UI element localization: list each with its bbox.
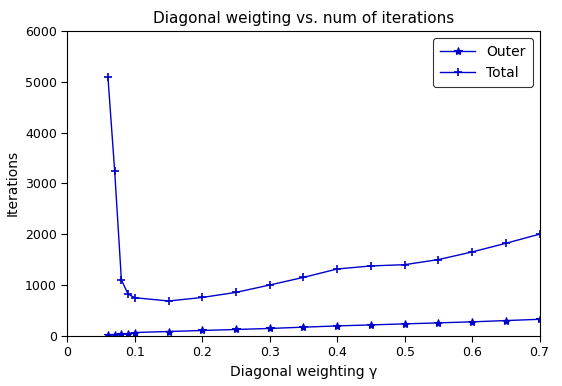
Outer xyxy=(334,323,341,328)
Outer xyxy=(118,332,125,336)
Outer xyxy=(435,320,442,325)
Outer xyxy=(401,322,408,326)
Total xyxy=(105,74,111,79)
Outer xyxy=(266,326,273,331)
Outer xyxy=(111,332,118,337)
Total xyxy=(233,290,239,295)
Line: Outer: Outer xyxy=(104,315,543,339)
Total xyxy=(502,241,509,245)
Outer xyxy=(105,332,111,337)
Total xyxy=(401,262,408,267)
Outer xyxy=(502,318,509,323)
Total xyxy=(435,257,442,262)
Total xyxy=(469,250,475,254)
Legend: Outer, Total: Outer, Total xyxy=(433,38,533,87)
Total xyxy=(118,278,125,282)
X-axis label: Diagonal weighting γ: Diagonal weighting γ xyxy=(230,365,377,379)
Total xyxy=(368,264,374,268)
Total xyxy=(536,232,543,237)
Outer xyxy=(300,325,307,330)
Outer xyxy=(125,331,132,336)
Line: Total: Total xyxy=(104,73,543,305)
Outer xyxy=(368,323,374,327)
Total xyxy=(125,292,132,296)
Total xyxy=(266,283,273,287)
Outer xyxy=(132,330,138,335)
Total xyxy=(199,295,206,300)
Y-axis label: Iterations: Iterations xyxy=(6,150,20,217)
Outer xyxy=(233,327,239,332)
Total xyxy=(132,295,138,300)
Title: Diagonal weigting vs. num of iterations: Diagonal weigting vs. num of iterations xyxy=(153,10,454,25)
Outer xyxy=(165,329,172,334)
Total xyxy=(334,267,341,271)
Outer xyxy=(536,317,543,322)
Total xyxy=(165,299,172,303)
Outer xyxy=(199,328,206,333)
Total xyxy=(300,275,307,280)
Total xyxy=(111,168,118,173)
Outer xyxy=(469,320,475,324)
